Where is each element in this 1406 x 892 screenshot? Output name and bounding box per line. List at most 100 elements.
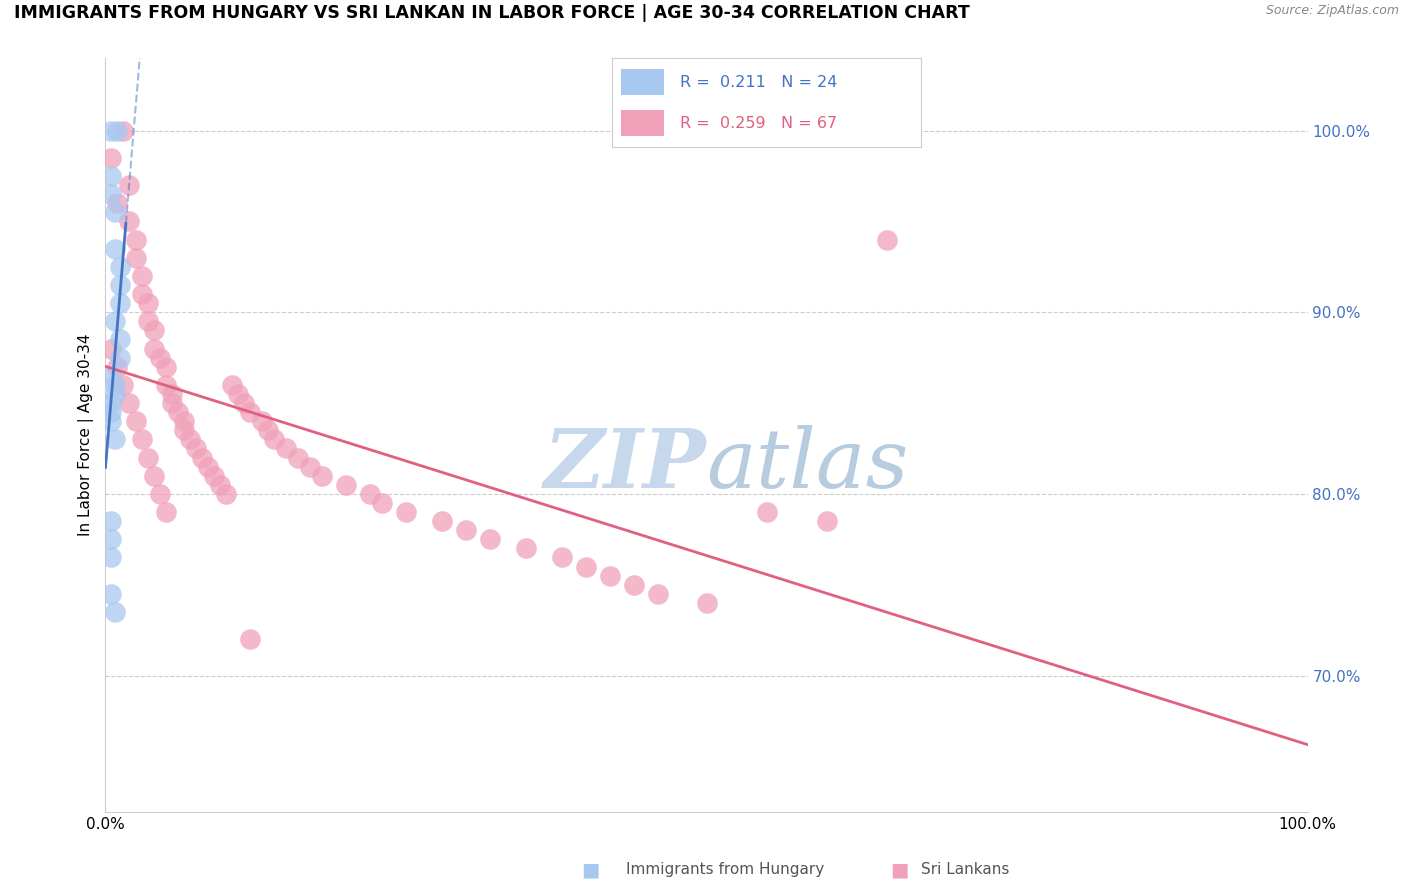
Text: Sri Lankans: Sri Lankans bbox=[921, 863, 1010, 877]
Point bbox=[124, 251, 146, 265]
Point bbox=[876, 233, 898, 247]
Point bbox=[155, 505, 177, 519]
Point bbox=[179, 433, 201, 447]
Point bbox=[118, 214, 141, 228]
Point bbox=[298, 459, 321, 474]
Point bbox=[100, 151, 122, 165]
Point bbox=[100, 123, 122, 137]
Point bbox=[755, 505, 778, 519]
Point bbox=[107, 359, 129, 374]
Point bbox=[118, 178, 141, 193]
Point bbox=[100, 396, 122, 410]
Point bbox=[250, 414, 273, 428]
Point bbox=[100, 187, 122, 202]
Point bbox=[173, 423, 195, 437]
Text: ZIP: ZIP bbox=[544, 425, 707, 505]
Point bbox=[104, 387, 127, 401]
Point bbox=[142, 323, 165, 337]
Point bbox=[104, 378, 127, 392]
Point bbox=[112, 378, 135, 392]
Point bbox=[108, 296, 131, 310]
Point bbox=[100, 405, 122, 419]
Point bbox=[166, 405, 188, 419]
Point bbox=[815, 514, 838, 528]
Bar bbox=[621, 69, 664, 95]
Text: R =  0.211   N = 24: R = 0.211 N = 24 bbox=[679, 75, 837, 89]
Point bbox=[100, 514, 122, 528]
Point bbox=[335, 477, 357, 491]
Text: atlas: atlas bbox=[707, 425, 908, 505]
Point bbox=[430, 514, 453, 528]
Point bbox=[131, 433, 153, 447]
Point bbox=[208, 477, 231, 491]
Text: ■: ■ bbox=[890, 860, 910, 880]
Point bbox=[104, 242, 127, 256]
Point bbox=[359, 487, 381, 501]
Point bbox=[100, 368, 122, 383]
Point bbox=[202, 468, 225, 483]
Point bbox=[118, 396, 141, 410]
Point bbox=[232, 396, 254, 410]
Point bbox=[148, 487, 170, 501]
Point bbox=[454, 523, 477, 537]
Point bbox=[221, 378, 243, 392]
Point bbox=[647, 587, 669, 601]
Point bbox=[104, 314, 127, 328]
Text: Immigrants from Hungary: Immigrants from Hungary bbox=[626, 863, 824, 877]
Point bbox=[108, 278, 131, 293]
Point bbox=[395, 505, 418, 519]
Point bbox=[190, 450, 212, 465]
Point bbox=[100, 342, 122, 356]
Point bbox=[515, 541, 537, 556]
Point bbox=[142, 468, 165, 483]
Point bbox=[479, 533, 502, 547]
Point bbox=[155, 378, 177, 392]
Point bbox=[287, 450, 309, 465]
Text: IMMIGRANTS FROM HUNGARY VS SRI LANKAN IN LABOR FORCE | AGE 30-34 CORRELATION CHA: IMMIGRANTS FROM HUNGARY VS SRI LANKAN IN… bbox=[14, 4, 970, 22]
Point bbox=[107, 123, 129, 137]
Point bbox=[184, 442, 207, 456]
Point bbox=[108, 351, 131, 365]
Point bbox=[239, 405, 262, 419]
Point bbox=[173, 414, 195, 428]
Point bbox=[274, 442, 297, 456]
Point bbox=[160, 387, 183, 401]
Point bbox=[108, 260, 131, 274]
Point bbox=[136, 296, 159, 310]
Point bbox=[112, 123, 135, 137]
Point bbox=[599, 568, 621, 582]
Point bbox=[551, 550, 574, 565]
Bar bbox=[621, 110, 664, 136]
Point bbox=[160, 396, 183, 410]
Point bbox=[104, 205, 127, 219]
Point bbox=[226, 387, 249, 401]
Point bbox=[214, 487, 236, 501]
Point bbox=[108, 333, 131, 347]
Text: Source: ZipAtlas.com: Source: ZipAtlas.com bbox=[1265, 4, 1399, 18]
Point bbox=[197, 459, 219, 474]
Point bbox=[623, 577, 645, 591]
Point bbox=[371, 496, 394, 510]
Point bbox=[100, 587, 122, 601]
Point bbox=[148, 351, 170, 365]
Point bbox=[136, 314, 159, 328]
Point bbox=[124, 414, 146, 428]
Text: ■: ■ bbox=[581, 860, 600, 880]
Point bbox=[696, 596, 718, 610]
Point bbox=[263, 433, 285, 447]
Point bbox=[104, 605, 127, 619]
Point bbox=[124, 233, 146, 247]
Point bbox=[131, 287, 153, 301]
Point bbox=[311, 468, 333, 483]
Point bbox=[100, 414, 122, 428]
Point bbox=[100, 169, 122, 183]
Point bbox=[136, 450, 159, 465]
Point bbox=[131, 268, 153, 283]
Text: R =  0.259   N = 67: R = 0.259 N = 67 bbox=[679, 116, 837, 130]
Point bbox=[256, 423, 278, 437]
Point bbox=[142, 342, 165, 356]
Point bbox=[104, 433, 127, 447]
Point bbox=[575, 559, 598, 574]
Point bbox=[155, 359, 177, 374]
Point bbox=[100, 550, 122, 565]
